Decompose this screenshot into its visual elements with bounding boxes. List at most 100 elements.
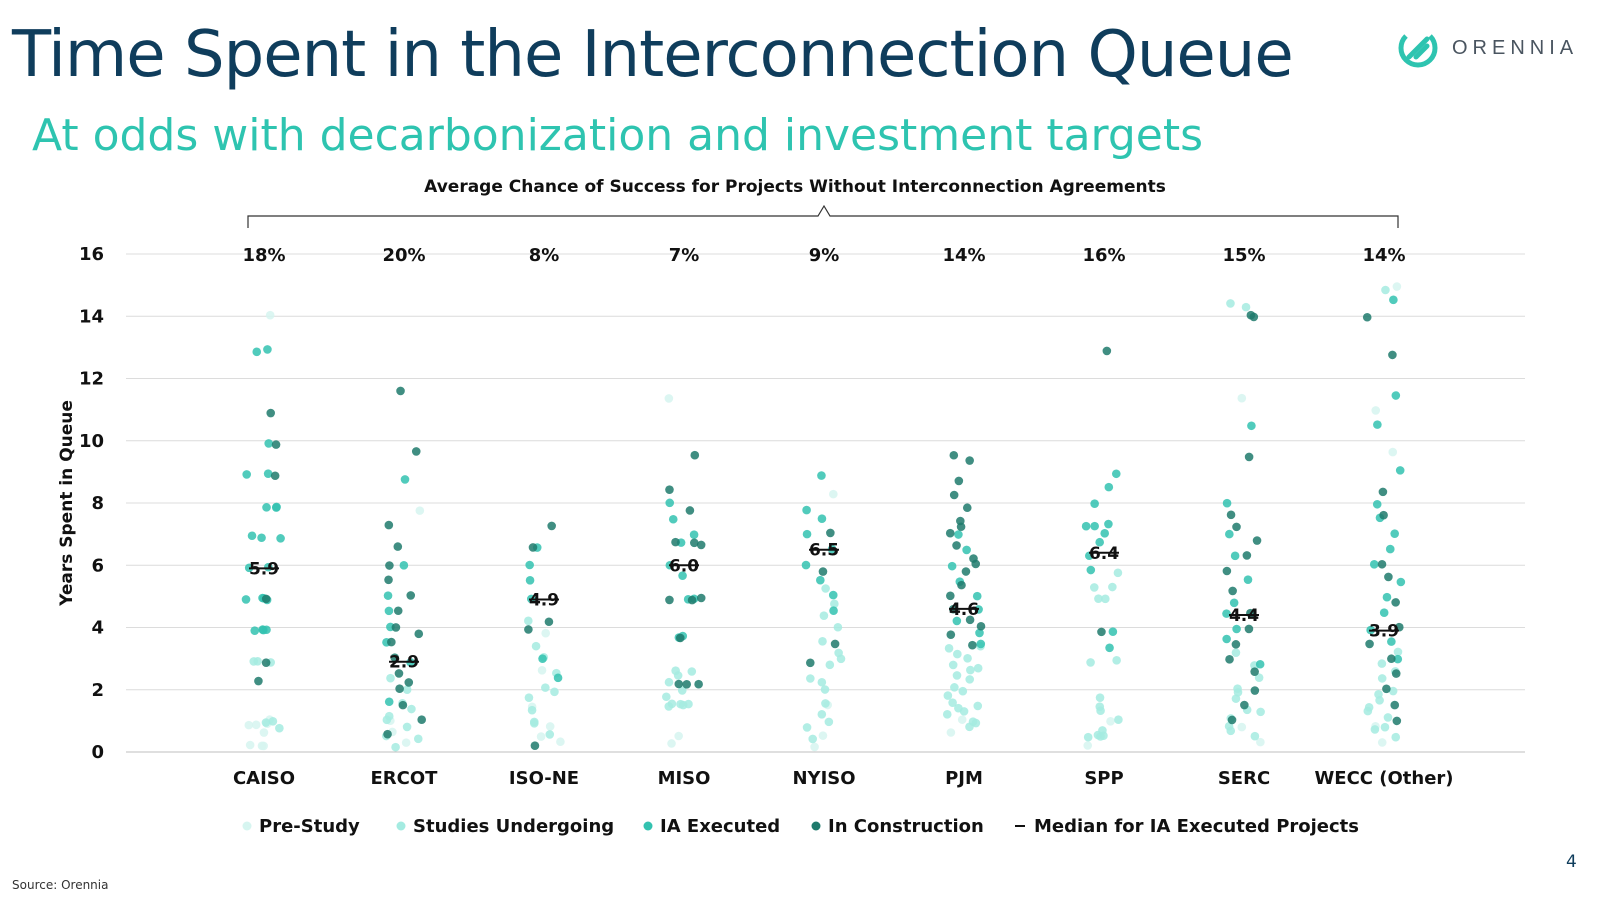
data-point: [250, 626, 260, 635]
data-point: [268, 716, 278, 726]
legend-swatch: [242, 821, 252, 831]
data-point: [1222, 566, 1232, 576]
data-point: [953, 649, 962, 659]
median-value-label: 2.9: [389, 653, 419, 673]
data-point: [1389, 295, 1398, 305]
data-point: [946, 728, 956, 737]
data-point: [1370, 725, 1380, 734]
data-point: [537, 665, 547, 675]
data-point: [965, 615, 975, 625]
data-point: [263, 469, 273, 478]
data-point: [696, 540, 706, 550]
data-point: [1086, 658, 1095, 667]
data-point: [689, 538, 699, 548]
data-point: [1254, 673, 1264, 682]
data-point: [541, 628, 550, 638]
data-point: [665, 485, 674, 494]
data-point: [387, 637, 396, 647]
x-tick-label: PJM: [945, 768, 983, 789]
success-rate-label: 20%: [382, 245, 425, 266]
data-point: [257, 533, 266, 543]
y-tick-label: 10: [79, 431, 104, 452]
data-point: [1226, 510, 1236, 520]
data-point: [1098, 726, 1107, 735]
data-point: [1377, 738, 1387, 747]
data-point: [527, 705, 537, 715]
data-point: [1089, 583, 1099, 592]
data-point: [404, 678, 414, 687]
series-pre-study: [244, 282, 1402, 752]
data-point: [275, 723, 284, 733]
data-point: [525, 575, 535, 585]
data-point: [402, 685, 412, 694]
data-point: [957, 715, 967, 724]
data-point: [262, 503, 271, 512]
legend-label: Studies Undergoing: [413, 816, 614, 837]
data-point: [1363, 706, 1373, 716]
data-point: [801, 560, 811, 570]
data-point: [821, 584, 830, 593]
legend-label: In Construction: [828, 816, 984, 837]
data-point: [1395, 466, 1405, 475]
data-point: [687, 595, 697, 605]
median-value-label: 6.4: [1089, 544, 1119, 564]
legend-swatch: [811, 821, 821, 831]
data-point: [664, 702, 674, 711]
data-point: [1242, 551, 1252, 560]
data-point: [1095, 537, 1104, 547]
data-point: [668, 514, 678, 524]
data-point: [1392, 716, 1402, 726]
data-point: [1255, 659, 1265, 669]
source-note: Source: Orennia: [12, 878, 109, 892]
data-point: [251, 720, 261, 730]
data-point: [1241, 302, 1251, 312]
data-point: [259, 728, 269, 737]
data-point: [1102, 346, 1112, 356]
data-point: [272, 502, 281, 512]
data-point: [252, 347, 262, 357]
data-point: [257, 741, 267, 751]
data-point: [1244, 452, 1254, 462]
data-point: [826, 528, 835, 538]
data-point: [689, 530, 699, 540]
data-point: [817, 677, 827, 687]
data-point: [1240, 700, 1249, 710]
data-point: [1244, 624, 1254, 634]
data-point: [393, 542, 403, 551]
data-point: [696, 593, 706, 603]
data-point: [665, 498, 675, 508]
data-point: [824, 717, 834, 727]
data-point: [545, 722, 555, 731]
data-point: [808, 734, 818, 744]
data-point: [550, 687, 559, 697]
data-point: [805, 658, 815, 668]
data-point: [407, 704, 416, 714]
data-point: [802, 505, 811, 515]
median-value-label: 6.5: [809, 541, 839, 561]
data-point: [1369, 559, 1379, 569]
data-point: [810, 742, 819, 752]
data-point: [524, 625, 533, 634]
data-point: [384, 575, 393, 585]
chart-title: Average Chance of Success for Projects W…: [424, 177, 1166, 197]
y-tick-label: 0: [91, 742, 104, 763]
data-point: [1377, 674, 1387, 683]
y-axis-label: Years Spent in Queue: [57, 400, 77, 607]
data-point: [544, 617, 554, 627]
data-point: [261, 594, 271, 604]
data-point: [556, 737, 565, 747]
data-point: [525, 560, 534, 570]
data-point: [952, 541, 961, 550]
data-point: [1232, 522, 1241, 532]
data-point: [1226, 299, 1235, 308]
data-point: [1382, 592, 1392, 602]
data-point: [241, 595, 251, 604]
data-point: [817, 709, 827, 719]
data-point: [971, 718, 981, 728]
data-point: [817, 471, 826, 480]
legend-swatch: [396, 821, 406, 831]
data-point: [395, 684, 404, 693]
median-value-label: 6.0: [669, 556, 699, 576]
data-point: [954, 530, 963, 539]
data-point: [1393, 654, 1403, 664]
